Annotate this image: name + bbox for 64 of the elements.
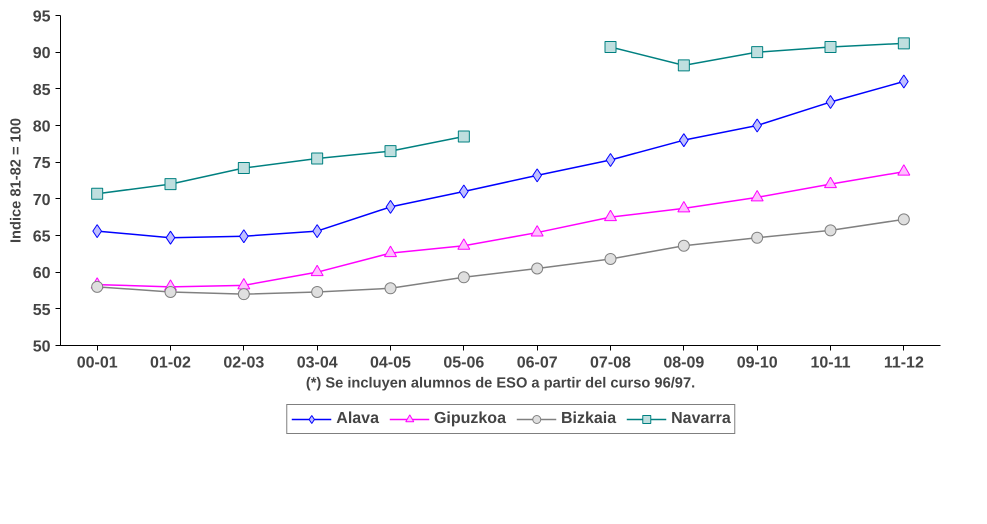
legend-label: Bizkaia (560, 410, 616, 428)
point (751, 232, 764, 244)
point (751, 46, 764, 58)
point (91, 188, 104, 200)
point (311, 152, 324, 164)
point (238, 288, 250, 300)
y-tick-label: 65 (32, 228, 51, 246)
point (310, 264, 324, 276)
point (898, 213, 910, 226)
point (824, 224, 836, 236)
legend-label: Gipuzkoa (434, 410, 506, 428)
x-tick-label: 08-09 (663, 354, 704, 372)
x-tick-label: 05-06 (443, 354, 484, 372)
point (457, 238, 470, 250)
x-tick-label: 06-07 (516, 354, 558, 372)
y-tick-label: 90 (32, 45, 51, 62)
y-tick-label: 75 (32, 155, 51, 172)
y-axis-title: Indice 81-82 = 100 (8, 118, 25, 244)
point (899, 74, 909, 88)
point (238, 162, 250, 174)
x-tick-label: 11-12 (884, 354, 924, 372)
point (164, 286, 176, 298)
point (384, 282, 396, 294)
y-tick-label: 80 (32, 118, 51, 136)
point (678, 240, 690, 252)
point (237, 278, 250, 290)
point (311, 286, 324, 298)
x-tick-label: 07-08 (590, 354, 632, 372)
x-tick-label: 00-01 (76, 354, 118, 372)
x-axis-title: (*) Se incluyen alumnos de ESO a partir del curso 96/97. (306, 376, 696, 392)
point (459, 184, 469, 198)
point (604, 210, 617, 222)
point (677, 200, 690, 212)
legend-label: Navarra (671, 410, 731, 428)
point (750, 190, 764, 202)
legend-label: Alava (336, 410, 379, 428)
x-tick-label: 10-11 (810, 354, 851, 372)
y-tick-label: 50 (32, 338, 51, 356)
point (898, 37, 910, 50)
x-tick-label: 03-04 (296, 354, 338, 372)
x-tick-label: 02-03 (223, 354, 264, 372)
point (824, 41, 836, 54)
point (91, 280, 104, 293)
y-tick-label: 60 (32, 265, 51, 282)
y-tick-label: 55 (32, 302, 51, 319)
point (164, 178, 176, 190)
point (678, 59, 690, 72)
point (458, 130, 470, 142)
point (897, 164, 910, 176)
point (530, 225, 544, 237)
point (824, 176, 837, 188)
point (384, 246, 397, 258)
x-tick-label: 01-02 (150, 354, 192, 372)
point (531, 262, 544, 274)
point (384, 145, 396, 158)
point (458, 271, 470, 284)
x-tick-label: 09-10 (736, 354, 778, 372)
point (604, 252, 616, 265)
y-tick-label: 70 (32, 192, 51, 209)
y-tick-label: 85 (32, 82, 51, 99)
x-tick-label: 04-05 (370, 354, 412, 372)
y-tick-label: 95 (32, 8, 51, 26)
point (604, 41, 616, 54)
point (752, 118, 762, 132)
